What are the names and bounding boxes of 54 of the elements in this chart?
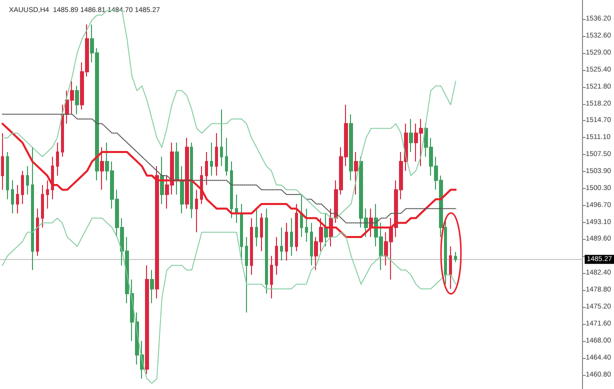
candlestick [31,146,34,271]
candlestick [180,166,184,214]
candlestick [155,166,159,299]
candlestick [145,264,149,374]
candlestick [185,137,189,210]
line-series [2,114,456,224]
line-series [1,122,457,238]
candlestick [41,184,44,228]
candlestick [150,270,154,304]
candlestick [349,114,353,181]
candlestick [295,203,298,252]
candlestick [310,222,313,266]
candlestick [205,152,208,186]
candlestick [324,212,328,247]
candlestick [270,255,273,299]
candlestick [195,189,198,233]
candlestick [265,208,268,294]
candlestick [235,194,238,224]
candlestick [255,208,258,247]
candlestick [305,208,308,242]
candlestick [11,180,14,214]
candlestick [280,227,283,262]
candlestick [26,166,29,195]
candlestick [210,142,213,176]
candlestick [225,137,228,176]
candlestick [245,236,248,314]
candlestick [75,85,79,115]
candlestick [260,212,263,252]
candlestick [285,222,288,262]
candlestick [354,152,358,195]
candlestick [454,252,457,263]
candlestick [36,208,39,256]
candlestick [190,142,193,219]
line-series [2,218,456,384]
candlestick [46,180,49,210]
candlestick [21,170,24,204]
candlestick [175,142,179,195]
candlestick [6,152,9,200]
candlestick [215,132,218,176]
candlestick [240,203,243,262]
candlestick [160,156,164,204]
candlestick [449,246,452,290]
candlestick [56,142,59,176]
candlestick [16,184,19,214]
candlestick [275,236,278,276]
candlestick [220,109,223,167]
candlestick [290,218,293,256]
candlestick [250,218,253,276]
candlestick [100,146,104,190]
candlestick [230,160,233,219]
candlestick [409,118,413,153]
candlestick [1,132,4,190]
candlestick [300,194,303,238]
candlestick [51,156,54,200]
